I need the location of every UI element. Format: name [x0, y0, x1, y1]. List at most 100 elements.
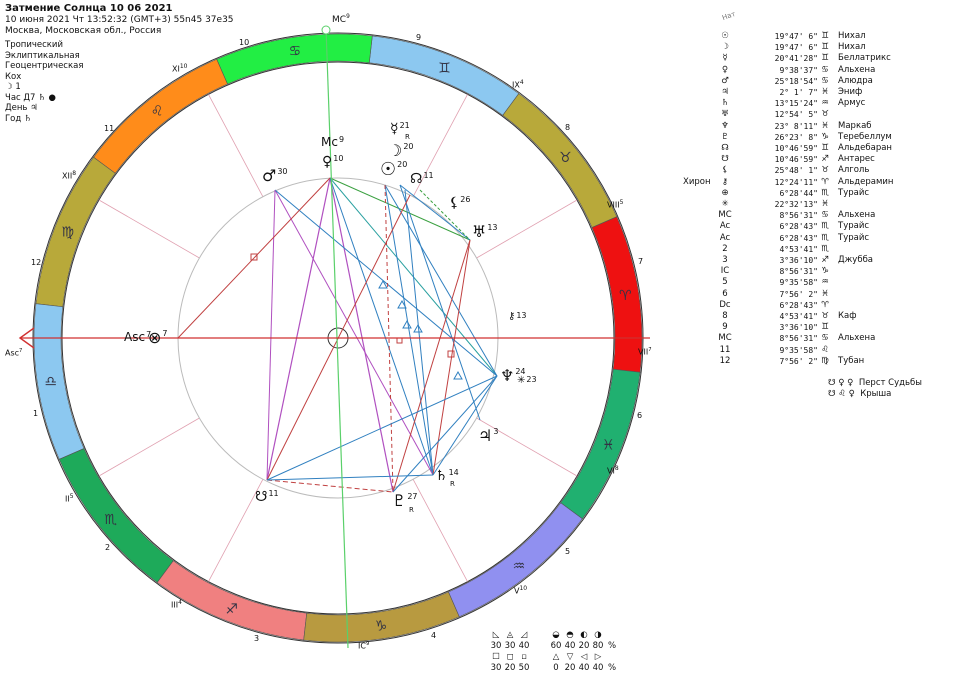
aspect-marker: [447, 350, 455, 358]
stats-row: ☐ ◻ ▫ △ ▽ ◁ ▷: [492, 652, 602, 662]
planet-list-row: ☿ 20°41'28" ♊ Беллатрикс: [718, 53, 893, 64]
planet-list-g: ♀: [721, 64, 729, 75]
planet-glyph: ⚸26: [449, 195, 471, 211]
planet-list-s: ♊: [821, 322, 829, 333]
house-number: II5: [65, 493, 74, 504]
planet-list-g: 2: [722, 243, 728, 254]
aspect-line: [177, 177, 331, 339]
planet-glyph: ☉20: [380, 159, 408, 180]
house-cusp-line: [476, 199, 578, 259]
planet-list-pos: 7°56' 2": [779, 289, 818, 299]
chart-title: Затмение Солнца 10 06 2021: [5, 3, 173, 14]
house-number: III4: [171, 599, 182, 610]
settings-line: Год ♄: [5, 113, 32, 124]
planet-list-s: ♈: [821, 299, 829, 310]
chiron-label: Хирон: [683, 177, 711, 187]
planet-glyph: ♇27 R: [392, 491, 418, 514]
planet-glyph: Asc7: [124, 330, 152, 344]
planet-list-g: IC: [720, 266, 730, 277]
house-number: 7: [638, 257, 644, 266]
house-number: 12: [31, 258, 42, 267]
planet-list-pos: 26°23' 8": [774, 132, 818, 142]
planet-list-pos: 25°18'54": [774, 76, 818, 86]
planet-list-s: ♓: [821, 199, 829, 210]
house-number: 9: [416, 33, 422, 42]
aspect-line: [274, 189, 498, 377]
planet-list-s: ♒: [821, 98, 829, 109]
house-number: VI8: [607, 465, 619, 476]
planet-list-pos: 7°56' 2": [779, 356, 818, 366]
element-stats: ◺ ◬ ◿ ◒ ◓ ◐ ◑ 30 30 40 60 40 20 80% ☐ ◻ ▫ △ ▽ ◁ ▷ 30 20 50 0 20 40…: [489, 630, 619, 674]
planet-list-g: 9: [722, 322, 728, 333]
planet-list-s: ♉: [821, 165, 829, 176]
planet-list-g: ♅: [721, 109, 729, 120]
planet-glyph: ♅13: [472, 222, 498, 241]
planet-list-row: ☋ 10°46'59" ♐ Антарес: [718, 154, 893, 165]
aspect-line: [329, 177, 434, 476]
planet-list-pos: 23° 8'11": [774, 121, 818, 131]
planet-list-row: ☉ 19°47' 6" ♊ Нихал: [718, 31, 893, 42]
planet-list-pos: 9°38'37": [779, 65, 818, 75]
planet-list-g: 8: [722, 311, 728, 322]
house-number: XI10: [172, 63, 188, 74]
planet-list-g: ☋: [721, 154, 729, 165]
planet-list-s: ♓: [821, 87, 829, 98]
aspect-line: [329, 177, 394, 493]
house-number: 11: [104, 124, 115, 133]
planet-list-star: Нихал: [838, 42, 866, 53]
planet-list-row: Ac 6°28'43" ♏ Турайс: [718, 233, 893, 244]
settings-line: День ♃: [5, 103, 38, 113]
planet-list-pos: 6°28'43": [779, 233, 818, 243]
house-number: VIII5: [607, 199, 624, 210]
house-cusp-line: [412, 94, 468, 197]
planet-list-star: Антарес: [838, 154, 875, 165]
stats-row: 30 30 40 60 40 20 80%: [490, 641, 617, 651]
zodiac-sign-glyph: ♎: [44, 374, 57, 390]
planet-list-g: ☿: [722, 53, 728, 64]
planet-list-pos: 10°46'59": [774, 144, 818, 154]
planet-list-row: 11 9°35'58" ♌: [718, 345, 893, 356]
house-number: 10: [239, 38, 250, 47]
planet-list-row: ⚷ 12°24'11" ♈ Альдерамин: [718, 176, 894, 188]
lots-list: ☋ ♀ ♀ Перст Судьбы ☋ ♌ ♀ Крыша: [828, 378, 922, 400]
zodiac-sign-glyph: ♊: [438, 61, 451, 77]
aspect-line: [266, 474, 434, 481]
planet-list-g: 6: [722, 288, 728, 299]
planet-list-star: Турайс: [838, 232, 870, 243]
planet-list-pos: 9°35'58": [779, 278, 818, 288]
planet-list-s: ♉: [821, 311, 829, 322]
planet-list-g: ♃: [721, 87, 729, 98]
aspect-marker: [453, 370, 463, 380]
planet-list-star: Джубба: [838, 255, 874, 266]
aspect-line: [384, 184, 498, 377]
planet-glyph: ⚷13: [508, 311, 527, 322]
aspect-line: [266, 177, 331, 481]
planet-glyph: ♄14 R: [435, 468, 459, 488]
planet-list-g: ♆: [721, 120, 729, 131]
planet-list-row: 2 4°53'41" ♏: [718, 244, 893, 255]
planet-list-row: 5 9°35'58" ♒: [718, 277, 893, 288]
planet-list-s: ♊: [821, 143, 829, 154]
planet-list-g: ♂: [721, 75, 729, 86]
planet-list-pos: 3°36'10": [779, 323, 818, 333]
aspect-marker: [378, 279, 388, 289]
house-number: 6: [637, 411, 643, 420]
asc-label: Asc7: [5, 348, 23, 358]
planet-list-g: MC: [718, 333, 732, 344]
mc-marker: [321, 25, 331, 35]
chart-datetime: 10 июня 2021 Чт 13:52:32 (GMT+3) 55n45 3…: [5, 15, 234, 25]
planet-list-s: ♈: [821, 176, 829, 187]
house-cusp-line: [476, 417, 578, 477]
settings-line: Тропический: [5, 40, 63, 50]
planet-glyph: ✳23: [517, 375, 537, 386]
planet-list-row: ⚸ 25°48' 1" ♉ Алголь: [718, 165, 893, 176]
planet-list-star: Маркаб: [838, 120, 872, 131]
lot-item: ☋ ♀ ♀ Перст Судьбы: [828, 378, 922, 388]
planet-list-s: ♊: [821, 42, 829, 53]
house-number: 3: [254, 634, 260, 643]
house-number: 1: [33, 409, 39, 418]
planet-list-s: ♊: [821, 31, 829, 41]
planet-list-s: ♋: [821, 64, 829, 75]
settings-line: Час Д7 ♄ ●: [5, 92, 56, 103]
